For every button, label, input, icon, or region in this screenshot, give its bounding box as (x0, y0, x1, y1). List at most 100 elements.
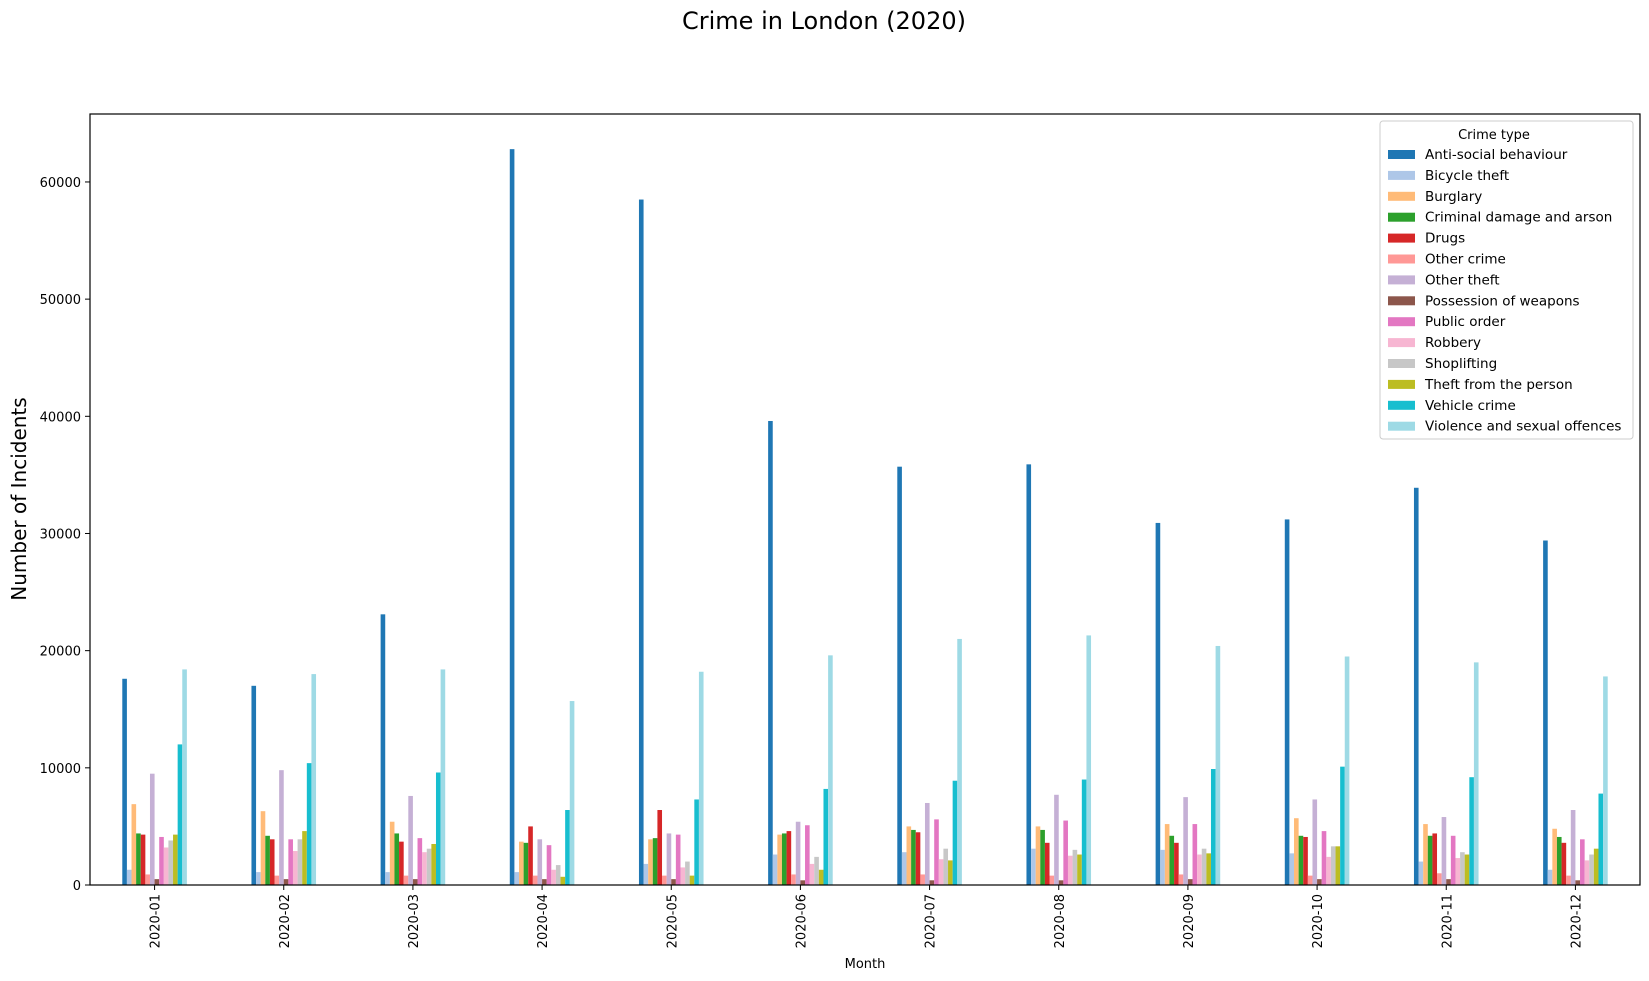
bar (1049, 875, 1055, 885)
bar (1446, 879, 1451, 885)
bar (638, 199, 644, 886)
bar (643, 863, 649, 885)
bar (1464, 854, 1470, 885)
bar (1174, 842, 1179, 885)
y-tick-label: 50000 (40, 293, 81, 308)
legend-swatch (1388, 233, 1415, 243)
x-axis-title: Month (845, 957, 886, 972)
bar (897, 466, 902, 885)
bar (1340, 766, 1345, 885)
y-tick-label: 40000 (40, 410, 81, 425)
legend-label: Other crime (1425, 252, 1506, 268)
bar (154, 879, 160, 885)
bar (1418, 861, 1424, 885)
bar (412, 879, 418, 885)
x-axis-ticks: 2020-01 2020-02 2020-03 2020-04 2020-05 2020-… (149, 885, 1584, 948)
bar (1289, 853, 1295, 885)
x-tick-label: 2020-06 (794, 894, 809, 948)
x-tick-label: 2020-10 (1311, 894, 1326, 948)
bar (901, 852, 907, 885)
bar (791, 874, 796, 885)
bar (435, 772, 441, 885)
bar (426, 848, 432, 885)
legend-swatch (1388, 317, 1415, 327)
bar (537, 839, 543, 885)
chart-title: Crime in London (2020) (682, 7, 966, 35)
bar (1441, 817, 1447, 885)
bar (1178, 874, 1184, 885)
plot-area-frame (89, 113, 1641, 886)
bar (403, 875, 409, 885)
bar (126, 869, 132, 885)
bar (394, 833, 400, 885)
bar (122, 678, 127, 885)
bar (1547, 869, 1553, 885)
bar (1284, 519, 1290, 885)
legend-label: Robbery (1425, 335, 1481, 351)
legend-label: Other theft (1425, 272, 1500, 288)
bar (1081, 779, 1087, 885)
legend-swatch (1388, 150, 1415, 159)
bar (915, 832, 921, 885)
legend-label: Criminal damage and arson (1425, 210, 1612, 226)
legend-label: Theft from the person (1424, 377, 1573, 393)
bar (283, 879, 289, 885)
bar (279, 770, 284, 885)
bar (1026, 464, 1032, 885)
bar (569, 701, 575, 885)
bar (251, 685, 257, 885)
legend-label: Drugs (1425, 231, 1465, 247)
bar (957, 638, 962, 885)
bar (311, 674, 317, 885)
bar (551, 869, 556, 885)
y-tick-label: 0 (73, 879, 81, 894)
bar (1210, 769, 1216, 885)
bar (145, 874, 150, 885)
bar (777, 834, 782, 885)
bar (671, 879, 676, 885)
bar (1580, 839, 1585, 885)
bar (1589, 854, 1594, 885)
bar (694, 799, 699, 885)
bar (297, 839, 303, 885)
x-tick-label: 2020-04 (536, 894, 551, 948)
bar (422, 852, 427, 885)
bar (648, 839, 653, 885)
bar (657, 810, 663, 885)
bar (689, 875, 695, 885)
bar (1294, 818, 1299, 885)
bar (1215, 645, 1221, 885)
x-tick-label: 2020-11 (1440, 894, 1455, 948)
x-tick-label: 2020-03 (407, 894, 422, 948)
bar (924, 802, 930, 885)
x-tick-label: 2020-02 (278, 894, 293, 948)
bar (1169, 835, 1175, 885)
bar (828, 655, 833, 885)
bar (1031, 848, 1036, 885)
legend-swatch (1388, 296, 1415, 306)
legend-label: Vehicle crime (1425, 398, 1516, 414)
bar (1427, 835, 1433, 885)
bar (1054, 794, 1059, 885)
legend-swatch (1388, 338, 1415, 348)
bar (532, 875, 538, 885)
bar (1312, 799, 1318, 885)
bar (666, 833, 672, 885)
bar (399, 841, 404, 885)
bar (523, 842, 529, 885)
legend-box (1379, 120, 1634, 440)
bar (1437, 873, 1442, 885)
bar (560, 876, 566, 885)
bar (680, 867, 686, 885)
bar (1192, 824, 1198, 885)
legend-items: Anti-social behaviour Bicycle theft Burgla… (1388, 147, 1621, 435)
bar (1469, 777, 1474, 885)
bar (1206, 853, 1211, 885)
bar (288, 839, 293, 885)
bar (1307, 875, 1313, 885)
bar (781, 833, 787, 885)
bar (920, 874, 925, 885)
bar (772, 854, 778, 885)
bar (662, 875, 667, 885)
bar (408, 795, 413, 885)
